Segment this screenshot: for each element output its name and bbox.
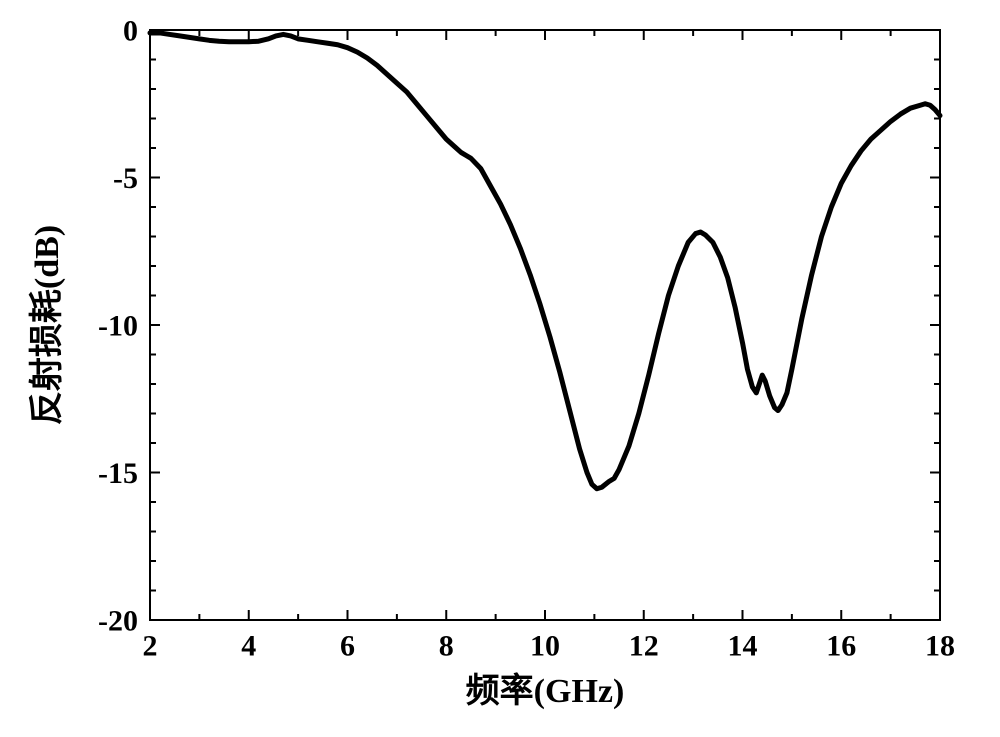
x-tick-label: 10 bbox=[530, 630, 560, 663]
x-tick-label: 12 bbox=[629, 630, 659, 663]
x-tick-label: 8 bbox=[439, 630, 454, 663]
x-tick-label: 14 bbox=[728, 630, 758, 663]
y-tick-label: -15 bbox=[98, 457, 138, 490]
x-axis-title: 频率(GHz) bbox=[466, 672, 625, 710]
x-tick-label: 18 bbox=[925, 630, 955, 663]
x-tick-label: 6 bbox=[340, 630, 355, 663]
y-tick-label: -5 bbox=[113, 162, 138, 195]
y-axis-title: 反射损耗(dB) bbox=[28, 225, 66, 425]
x-tick-label: 4 bbox=[241, 630, 256, 663]
y-tick-label: -10 bbox=[98, 310, 138, 343]
x-tick-label: 16 bbox=[826, 630, 856, 663]
x-tick-label: 2 bbox=[143, 630, 158, 663]
y-tick-label: -20 bbox=[98, 605, 138, 638]
y-tick-label: 0 bbox=[123, 15, 138, 48]
line-chart: 2 4 6 8 10 12 14 16 18 -20 -15 -10 -5 0 频率(GHz) 反射损耗(dB… bbox=[0, 0, 1000, 737]
chart-container: 2 4 6 8 10 12 14 16 18 -20 -15 -10 -5 0 频率(GHz) 反射损耗(dB… bbox=[0, 0, 1000, 737]
